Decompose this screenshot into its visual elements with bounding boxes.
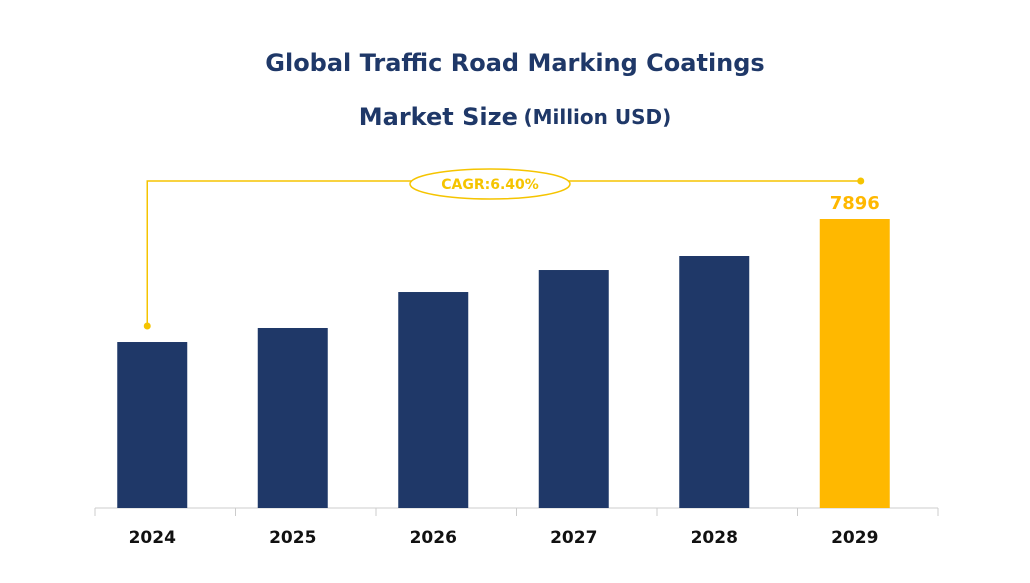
cagr-line (146, 180, 861, 327)
chart-title: Global Traffic Road Marking Coatings (265, 49, 764, 77)
bar (679, 256, 750, 508)
bar (819, 219, 890, 508)
value-label: 7896 (830, 193, 880, 214)
x-tick-label: 2026 (410, 528, 457, 548)
cagr-dot (143, 322, 151, 330)
x-tick-label: 2024 (129, 528, 176, 548)
bar (398, 292, 469, 508)
bar (257, 327, 328, 508)
cagr-dot (857, 177, 865, 185)
chart-subtitle: (Million USD) (523, 105, 671, 129)
cagr-bubble (409, 168, 571, 200)
x-tick-label: 2028 (691, 528, 738, 548)
chart-title-line: Market Size (Million USD) (359, 103, 671, 131)
x-tick-label: 2029 (831, 528, 878, 548)
chart-title: Market Size (359, 103, 518, 131)
bar (117, 342, 188, 508)
cagr-label: CAGR:6.40% (441, 177, 539, 193)
bar (538, 270, 609, 508)
x-tick-label: 2025 (269, 528, 316, 548)
x-tick-label: 2027 (550, 528, 597, 548)
